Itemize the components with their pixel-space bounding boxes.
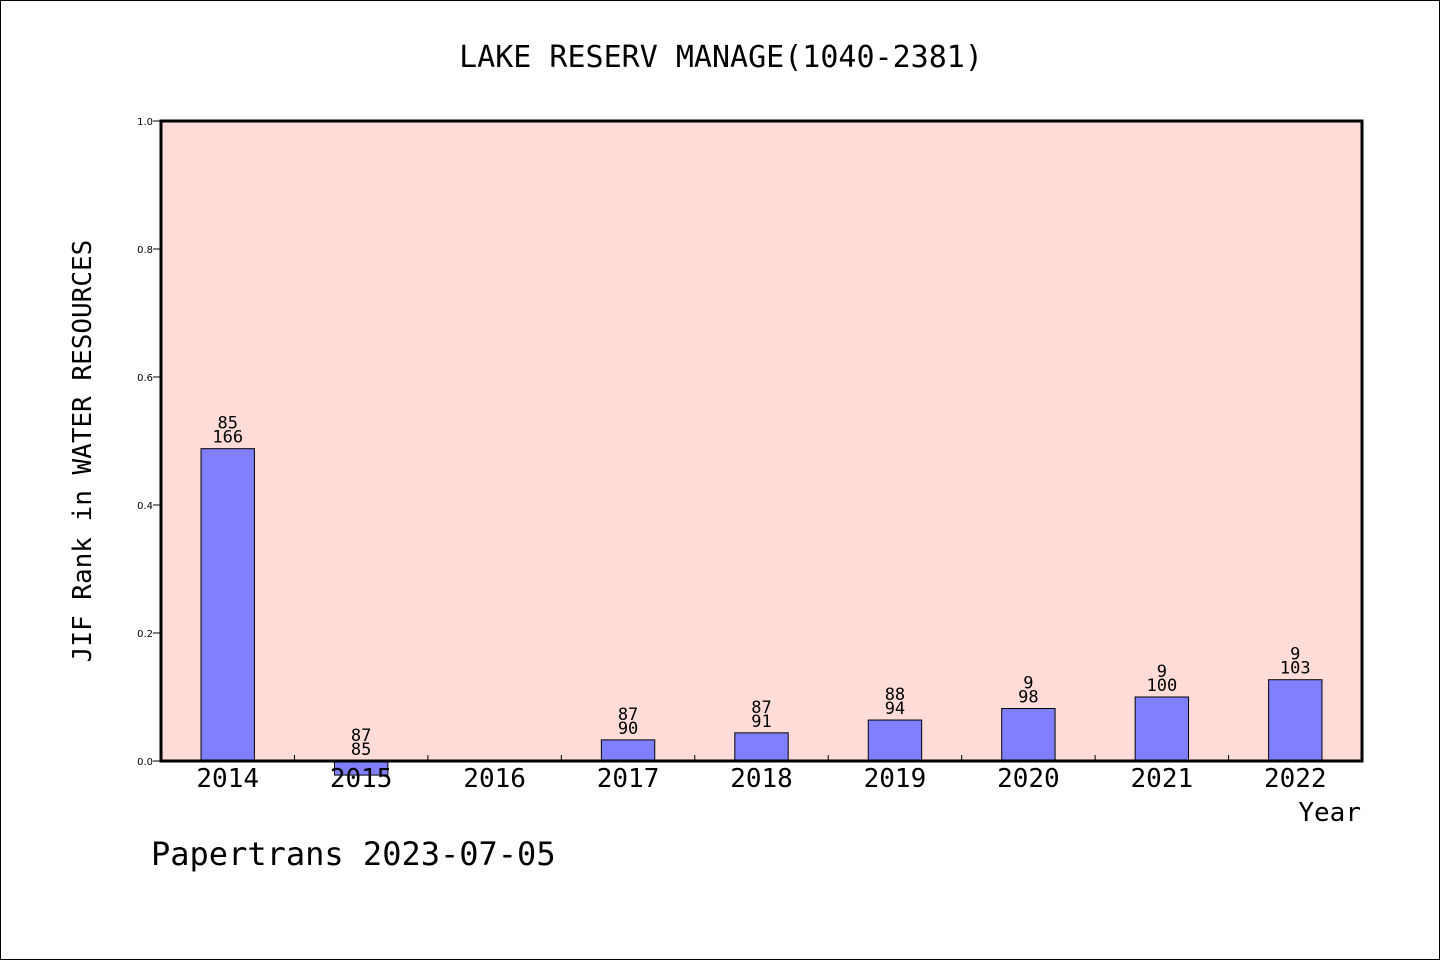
- bar-rank-label: 87: [618, 705, 638, 725]
- bar-2022: [1268, 679, 1323, 762]
- bar-total-label: 85: [351, 740, 371, 760]
- chart-title: LAKE RESERV MANAGE(1040-2381): [459, 40, 983, 75]
- bar-rank-label: 87: [751, 698, 771, 718]
- x-tick-label: 2021: [1131, 764, 1194, 794]
- bar-2017: [600, 739, 656, 762]
- bar-total-label: 90: [618, 719, 638, 739]
- x-axis-ticks: 2014 2015 2016 2017 2018 2019 2020 2021 2022: [196, 755, 1327, 794]
- y-axis-ticks: 0.0 0.2 0.4 0.6 0.8 1.0: [137, 117, 161, 768]
- x-tick-label: 2014: [196, 764, 259, 794]
- bar-rank-label: 87: [351, 726, 371, 746]
- bar-2021: [1134, 696, 1190, 762]
- y-axis-label: JIF Rank in WATER RESOURCES: [68, 240, 98, 663]
- x-axis-label: Year: [1298, 798, 1361, 828]
- bar-total-label: 103: [1280, 659, 1311, 679]
- plot-border: [159, 119, 1364, 763]
- x-tick-label: 2019: [864, 764, 927, 794]
- y-tick-label: 0.0: [137, 757, 153, 768]
- bar-total-label: 91: [751, 712, 771, 732]
- y-tick-label: 0.4: [137, 501, 153, 512]
- bar-2014: [200, 448, 255, 762]
- plot-background: [161, 121, 1362, 761]
- x-tick-label: 2016: [463, 764, 526, 794]
- bar-2019: [867, 719, 923, 762]
- bar-total-label: 94: [885, 699, 905, 719]
- y-tick-label: 1.0: [137, 117, 153, 128]
- x-tick-label: 2022: [1264, 764, 1327, 794]
- bars-group: [200, 448, 1323, 776]
- x-tick-label: 2018: [730, 764, 793, 794]
- x-tick-label: 2017: [597, 764, 660, 794]
- bar-rank-label: 9: [1023, 674, 1033, 694]
- bar-total-label: 100: [1146, 676, 1177, 696]
- footer-credit: Papertrans 2023-07-05: [151, 835, 556, 873]
- y-tick-label: 0.6: [137, 373, 153, 384]
- bar-rank-label: 85: [217, 414, 237, 434]
- bar-rank-label: 88: [885, 685, 905, 705]
- bar-rank-label: 9: [1157, 662, 1167, 682]
- bar-total-label: 98: [1018, 688, 1038, 708]
- bar-rank-label: 9: [1290, 645, 1300, 665]
- x-tick-label: 2015: [330, 764, 393, 794]
- x-tick-label: 2020: [997, 764, 1060, 794]
- bar-total-label: 166: [212, 428, 243, 448]
- y-tick-label: 0.8: [137, 245, 153, 256]
- y-tick-label: 0.2: [137, 629, 153, 640]
- bar-2020: [1001, 708, 1056, 762]
- bar-2018: [734, 732, 789, 762]
